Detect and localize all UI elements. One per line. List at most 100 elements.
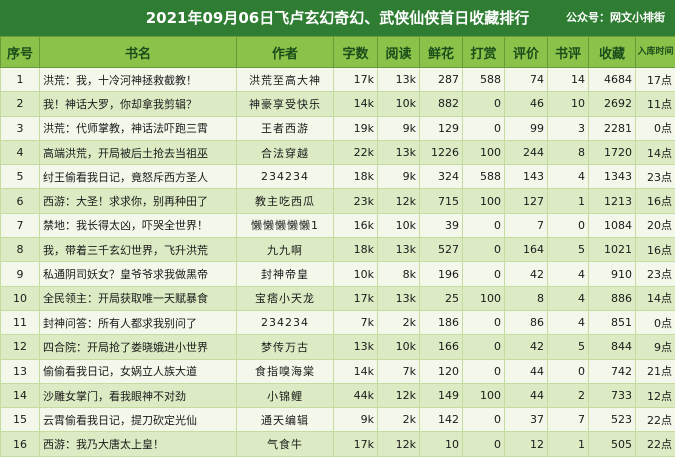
table-body: 1 洪荒：我，十冷河神拯救截教！ 洪荒至高大神 17k 13k 287 588 74 14 468…	[0, 66, 675, 457]
cell-reviews: 1	[547, 431, 589, 457]
cell-reviews: 8	[547, 139, 589, 166]
cell-no: 6	[0, 188, 40, 214]
cell-author: 封神帝皇	[236, 261, 334, 287]
cell-ratings: 8	[504, 285, 548, 311]
table-row: 3 洪荒：代师掌教，神话法吓跑三霄 王者西游 19k 9k 129 0 99 3 2281 0点	[0, 115, 675, 141]
cell-time: 20点	[635, 212, 675, 239]
cell-title: 封神问答：所有人都求我别问了	[39, 309, 237, 336]
cell-tips: 0	[462, 115, 505, 141]
cell-favorites: 1343	[588, 164, 636, 190]
cell-title: 偷偷看我日记，女娲立人族大道	[39, 358, 237, 384]
cell-favorites: 1084	[588, 212, 636, 239]
cell-no: 9	[0, 261, 40, 287]
cell-tips: 588	[462, 164, 505, 190]
cell-favorites: 523	[588, 407, 636, 433]
cell-no: 14	[0, 382, 40, 409]
table-row: 12 四合院：开局抢了娄晓娥进小世界 梦传万古 13k 10k 166 0 42 5 844 9点	[0, 334, 675, 360]
cell-favorites: 733	[588, 382, 636, 409]
cell-author: 234234	[236, 164, 334, 190]
cell-tips: 0	[462, 91, 505, 117]
cell-reviews: 2	[547, 382, 589, 409]
cell-reads: 12k	[377, 188, 420, 214]
cell-reads: 12k	[377, 431, 420, 457]
cell-title: 纣王偷看我日记，竟怒斥西方圣人	[39, 164, 237, 190]
cell-reads: 13k	[377, 139, 420, 166]
cell-ratings: 12	[504, 431, 548, 457]
cell-words: 14k	[333, 91, 378, 117]
col-header-tips: 打赏	[462, 36, 505, 68]
cell-reviews: 0	[547, 358, 589, 384]
cell-ratings: 44	[504, 358, 548, 384]
cell-tips: 588	[462, 66, 505, 93]
cell-title: 全民领主：开局获取唯一天赋暴食	[39, 285, 237, 311]
cell-no: 5	[0, 164, 40, 190]
cell-tips: 0	[462, 212, 505, 239]
cell-reads: 12k	[377, 382, 420, 409]
cell-reviews: 0	[547, 212, 589, 239]
cell-ratings: 42	[504, 261, 548, 287]
cell-ratings: 44	[504, 382, 548, 409]
cell-words: 17k	[333, 66, 378, 93]
table-row: 13 偷偷看我日记，女娲立人族大道 食指嗅海棠 14k 7k 120 0 44 0 742 21点	[0, 358, 675, 384]
cell-title: 禁地：我长得太凶，吓哭全世界！	[39, 212, 237, 239]
table-header-row: 序号 书名 作者 字数 阅读 鲜花 打赏 评价 书评 收藏 入库时间	[0, 36, 675, 68]
cell-ratings: 7	[504, 212, 548, 239]
cell-reviews: 4	[547, 164, 589, 190]
table-row: 4 高端洪荒，开局被后土抢去当祖巫 合法穿越 22k 13k 1226 100 244 8 172…	[0, 139, 675, 166]
col-header-author: 作者	[236, 36, 334, 68]
cell-reads: 7k	[377, 358, 420, 384]
cell-words: 44k	[333, 382, 378, 409]
cell-reviews: 4	[547, 285, 589, 311]
cell-words: 16k	[333, 212, 378, 239]
cell-reads: 13k	[377, 66, 420, 93]
table-row: 11 封神问答：所有人都求我别问了 234234 7k 2k 186 0 86 4 851 0点	[0, 309, 675, 336]
cell-flowers: 166	[419, 334, 463, 360]
title-bar: 2021年09月06日飞卢玄幻奇幻、武侠仙侠首日收藏排行 公众号：网文小排街	[0, 0, 675, 36]
cell-reads: 9k	[377, 164, 420, 190]
cell-favorites: 1213	[588, 188, 636, 214]
cell-reads: 13k	[377, 237, 420, 263]
table-row: 9 私通阴司妖女？皇爷爷求我做黑帝 封神帝皇 10k 8k 196 0 42 4 910 23点	[0, 261, 675, 287]
cell-flowers: 39	[419, 212, 463, 239]
cell-time: 16点	[635, 237, 675, 263]
cell-flowers: 527	[419, 237, 463, 263]
col-header-no: 序号	[0, 36, 40, 68]
cell-words: 14k	[333, 358, 378, 384]
cell-tips: 0	[462, 309, 505, 336]
cell-reads: 10k	[377, 334, 420, 360]
cell-ratings: 99	[504, 115, 548, 141]
col-header-favorites: 收藏	[588, 36, 636, 68]
cell-words: 9k	[333, 407, 378, 433]
cell-no: 13	[0, 358, 40, 384]
cell-words: 19k	[333, 115, 378, 141]
ranking-table: 序号 书名 作者 字数 阅读 鲜花 打赏 评价 书评 收藏 入库时间 1 洪荒：我…	[0, 36, 675, 457]
cell-ratings: 42	[504, 334, 548, 360]
cell-author: 王者西游	[236, 115, 334, 141]
table-row: 6 西游：大圣！求求你，别再种田了 教主吃西瓜 23k 12k 715 100 127 1 121…	[0, 188, 675, 214]
cell-time: 22点	[635, 407, 675, 433]
col-header-time: 入库时间	[635, 36, 675, 68]
cell-favorites: 844	[588, 334, 636, 360]
cell-author: 小锦鲤	[236, 382, 334, 409]
cell-title: 沙雕女掌门，看我眼神不对劲	[39, 382, 237, 409]
cell-time: 14点	[635, 139, 675, 166]
cell-reads: 10k	[377, 212, 420, 239]
cell-title: 私通阴司妖女？皇爷爷求我做黑帝	[39, 261, 237, 287]
cell-reads: 2k	[377, 309, 420, 336]
cell-time: 23点	[635, 164, 675, 190]
col-header-words: 字数	[333, 36, 378, 68]
cell-title: 洪荒：我，十冷河神拯救截教！	[39, 66, 237, 93]
cell-flowers: 186	[419, 309, 463, 336]
cell-words: 23k	[333, 188, 378, 214]
cell-time: 0点	[635, 115, 675, 141]
cell-author: 合法穿越	[236, 139, 334, 166]
cell-title: 四合院：开局抢了娄晓娥进小世界	[39, 334, 237, 360]
cell-favorites: 910	[588, 261, 636, 287]
cell-no: 11	[0, 309, 40, 336]
cell-words: 17k	[333, 285, 378, 311]
cell-tips: 0	[462, 261, 505, 287]
cell-flowers: 287	[419, 66, 463, 93]
cell-words: 10k	[333, 261, 378, 287]
cell-reads: 2k	[377, 407, 420, 433]
cell-favorites: 2692	[588, 91, 636, 117]
